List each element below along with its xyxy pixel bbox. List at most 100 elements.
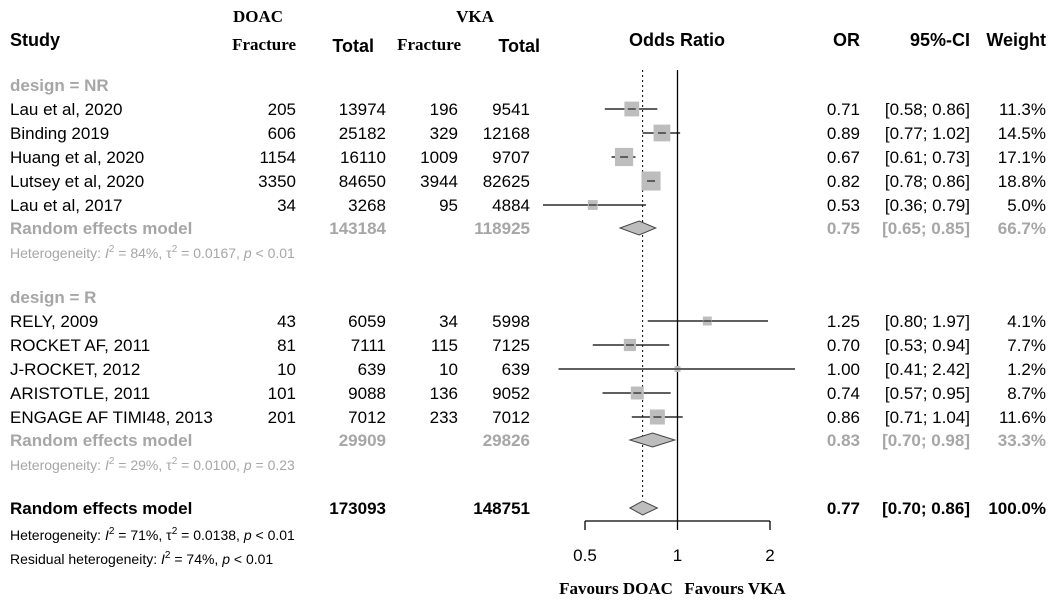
events-vka: 136 xyxy=(430,384,458,403)
study-ci: [0.78; 0.86] xyxy=(885,172,970,191)
subgroup-ci: [0.65; 0.85] xyxy=(882,219,970,238)
study-weight: 11.6% xyxy=(999,408,1046,427)
events-vka: 10 xyxy=(439,360,458,379)
total-doac: 3268 xyxy=(348,196,386,215)
study-or: 0.86 xyxy=(827,408,860,427)
study-or: 0.53 xyxy=(827,196,860,215)
study-weight: 8.7% xyxy=(1007,384,1046,403)
study-name: ROCKET AF, 2011 xyxy=(10,336,150,355)
subgroup-weight: 66.7% xyxy=(998,219,1046,238)
subgroup-weight: 33.3% xyxy=(998,431,1046,450)
total-doac: 84650 xyxy=(339,172,386,191)
study-weight: 5.0% xyxy=(1007,196,1046,215)
events-vka: 34 xyxy=(439,312,458,331)
favours-vka-label: Favours VKA xyxy=(684,579,786,598)
events-doac: 606 xyxy=(268,124,296,143)
total-doac: 7111 xyxy=(351,336,386,355)
total-a-header: Total xyxy=(332,36,374,56)
group-a-header: DOAC xyxy=(233,7,283,26)
study-or: 1.00 xyxy=(827,360,860,379)
events-doac: 34 xyxy=(277,196,296,215)
events-vka: 1009 xyxy=(420,148,458,167)
total-vka: 7012 xyxy=(492,408,530,427)
subgroup-or: 0.83 xyxy=(827,431,860,450)
study-weight: 11.3% xyxy=(999,100,1046,119)
total-vka: 4884 xyxy=(492,196,530,215)
total-vka: 9052 xyxy=(492,384,530,403)
overall-ci: [0.70; 0.86] xyxy=(882,499,970,518)
study-name: Lau et al, 2017 xyxy=(10,196,122,215)
study-weight: 7.7% xyxy=(1007,336,1046,355)
x-axis-tick-label: 2 xyxy=(765,546,774,565)
study-ci: [0.36; 0.79] xyxy=(885,196,970,215)
study-ci: [0.61; 0.73] xyxy=(885,148,970,167)
study-weight: 4.1% xyxy=(1007,312,1046,331)
study-or: 0.89 xyxy=(827,124,860,143)
ci-column-header: 95%-CI xyxy=(910,30,970,50)
study-or: 0.82 xyxy=(827,172,860,191)
events-doac: 201 xyxy=(268,408,296,427)
study-weight: 1.2% xyxy=(1007,360,1046,379)
total-doac: 639 xyxy=(358,360,386,379)
subgroup-heterogeneity: Heterogeneity: I2 = 29%, τ2 = 0.0100, p … xyxy=(10,456,295,473)
total-vka: 9541 xyxy=(492,100,530,119)
overall-heterogeneity: Heterogeneity: I2 = 71%, τ2 = 0.0138, p … xyxy=(10,526,295,543)
overall-diamond xyxy=(628,500,659,516)
study-ci: [0.80; 1.97] xyxy=(885,312,970,331)
odds-ratio-header: Odds Ratio xyxy=(629,30,725,50)
study-weight: 17.1% xyxy=(998,148,1046,167)
study-weight: 18.8% xyxy=(998,172,1046,191)
total-vka: 639 xyxy=(502,360,530,379)
study-or: 0.74 xyxy=(827,384,860,403)
total-vka: 5998 xyxy=(492,312,530,331)
study-ci: [0.57; 0.95] xyxy=(885,384,970,403)
total-doac: 25182 xyxy=(339,124,386,143)
events-doac: 81 xyxy=(277,336,296,355)
total-doac: 9088 xyxy=(348,384,386,403)
events-vka: 115 xyxy=(431,336,458,355)
study-ci: [0.58; 0.86] xyxy=(885,100,970,119)
subgroup-model-label: Random effects model xyxy=(10,431,192,450)
events-doac: 10 xyxy=(277,360,296,379)
study-or: 0.70 xyxy=(827,336,860,355)
total-vka: 9707 xyxy=(492,148,530,167)
subgroup-heterogeneity: Heterogeneity: I2 = 84%, τ2 = 0.0167, p … xyxy=(10,244,295,261)
study-ci: [0.71; 1.04] xyxy=(885,408,970,427)
study-column-header: Study xyxy=(10,30,60,50)
total-vka: 82625 xyxy=(483,172,530,191)
residual-heterogeneity: Residual heterogeneity: I2 = 74%, p < 0.… xyxy=(10,550,273,567)
study-or: 1.25 xyxy=(827,312,860,331)
study-or: 0.71 xyxy=(827,100,860,119)
x-axis-tick-label: 1 xyxy=(673,546,682,565)
fracture-b-header: Fracture xyxy=(397,35,461,54)
total-doac: 6059 xyxy=(348,312,386,331)
subgroup-label: design = NR xyxy=(10,76,109,95)
total-doac: 13974 xyxy=(339,100,386,119)
subgroup-label: design = R xyxy=(10,288,96,307)
study-name: Lutsey et al, 2020 xyxy=(10,172,144,191)
study-ci: [0.53; 0.94] xyxy=(885,336,970,355)
subgroup-total-doac: 143184 xyxy=(329,219,386,238)
events-doac: 101 xyxy=(268,384,296,403)
events-doac: 1154 xyxy=(259,148,296,167)
study-name: ENGAGE AF TIMI48, 2013 xyxy=(10,408,213,427)
total-doac: 7012 xyxy=(348,408,386,427)
events-vka: 3944 xyxy=(420,172,458,191)
subgroup-total-vka: 118925 xyxy=(474,219,530,238)
study-name: Binding 2019 xyxy=(10,124,109,143)
study-or: 0.67 xyxy=(827,148,860,167)
or-column-header: OR xyxy=(833,30,860,50)
overall-weight: 100.0% xyxy=(988,499,1046,518)
subgroup-model-label: Random effects model xyxy=(10,219,192,238)
events-vka: 233 xyxy=(430,408,458,427)
overall-total-doac: 173093 xyxy=(329,499,386,518)
total-b-header: Total xyxy=(498,36,540,56)
events-doac: 205 xyxy=(268,100,296,119)
overall-model-label: Random effects model xyxy=(10,499,192,518)
weight-column-header: Weight xyxy=(986,30,1046,50)
total-vka: 7125 xyxy=(492,336,530,355)
x-axis-tick-label: 0.5 xyxy=(573,546,597,565)
group-b-header: VKA xyxy=(456,7,495,26)
subgroup-total-vka: 29826 xyxy=(483,431,530,450)
